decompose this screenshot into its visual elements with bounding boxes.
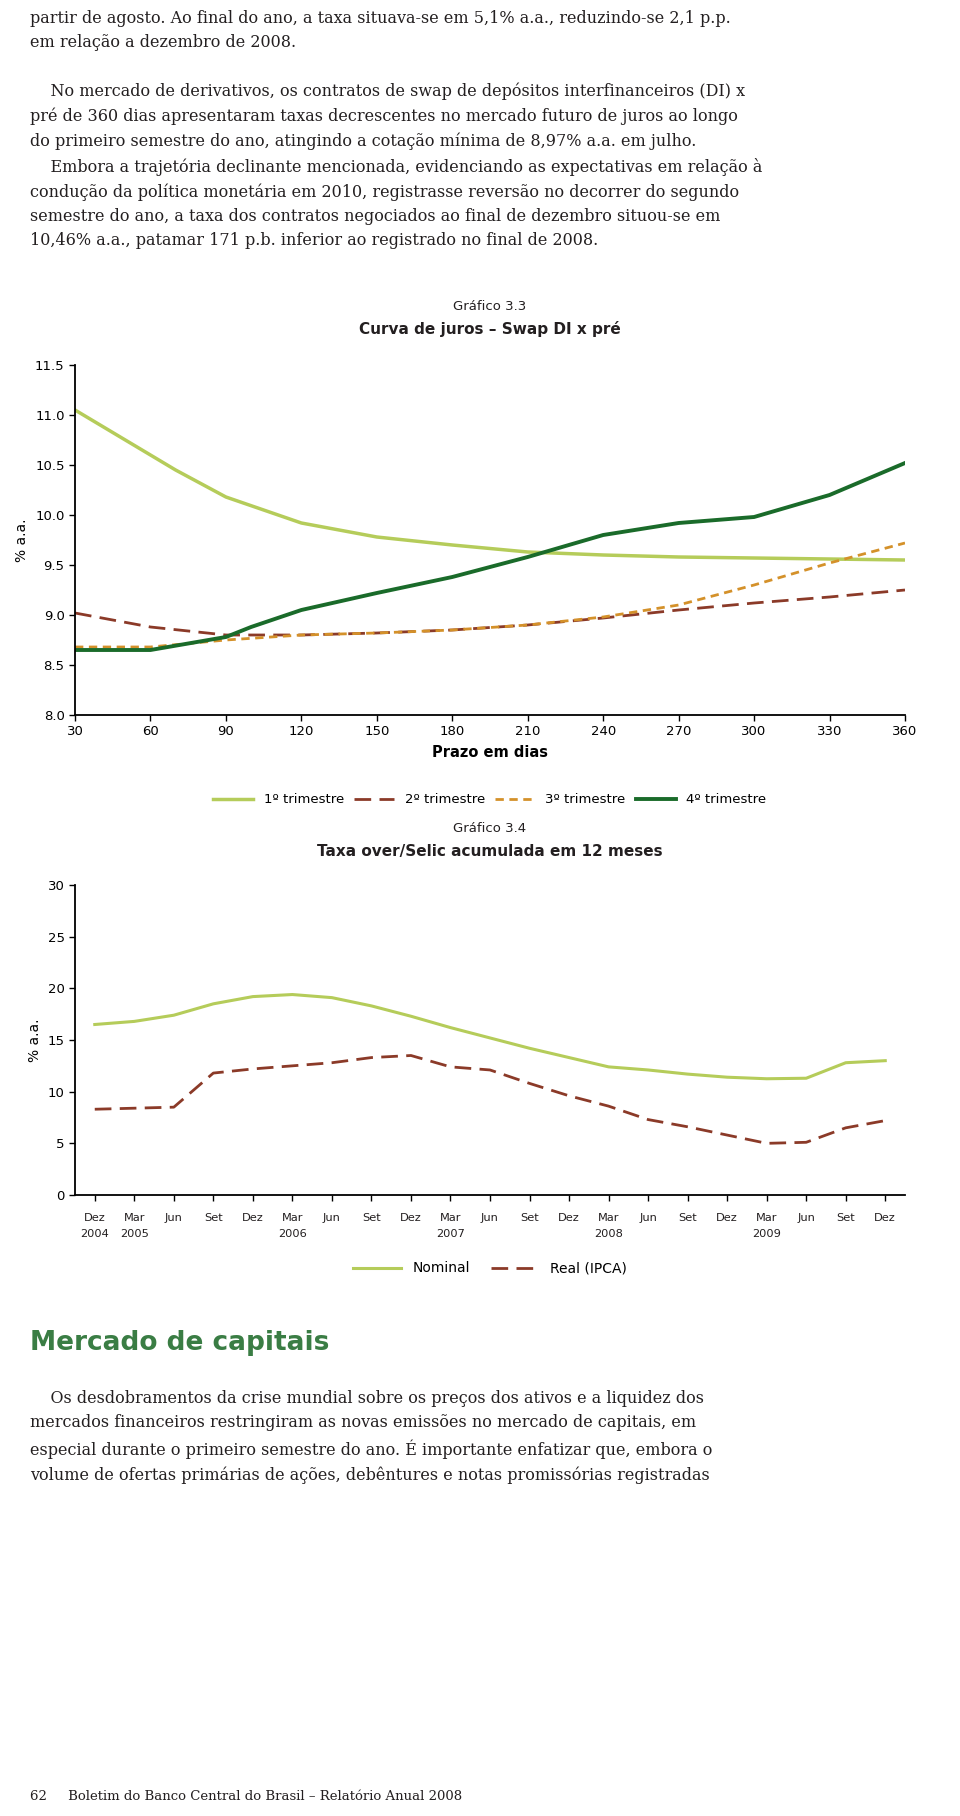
Text: Dez: Dez <box>558 1213 580 1222</box>
4º trimestre <box>749 507 760 528</box>
Text: 2006: 2006 <box>278 1229 307 1239</box>
1º trimestre <box>824 548 835 570</box>
1º trimestre <box>296 512 307 534</box>
Text: Jun: Jun <box>165 1213 182 1222</box>
Text: partir de agosto. Ao final do ano, a taxa situava-se em 5,1% a.a., reduzindo-se : partir de agosto. Ao final do ano, a tax… <box>30 11 762 249</box>
4º trimestre <box>145 639 156 661</box>
Text: Jun: Jun <box>639 1213 657 1222</box>
Legend: 1º trimestre, 2º trimestre, 3º trimestre, 4º trimestre: 1º trimestre, 2º trimestre, 3º trimestre… <box>213 794 766 806</box>
2º trimestre <box>673 599 684 621</box>
Text: Gráfico 3.3: Gráfico 3.3 <box>453 300 527 312</box>
4º trimestre <box>824 485 835 507</box>
Text: 2004: 2004 <box>81 1229 109 1239</box>
4º trimestre <box>296 599 307 621</box>
1º trimestre <box>597 545 609 567</box>
Text: Mar: Mar <box>756 1213 778 1222</box>
Text: Jun: Jun <box>481 1213 499 1222</box>
Text: Mar: Mar <box>598 1213 619 1222</box>
Y-axis label: % a.a.: % a.a. <box>15 518 30 561</box>
Line: 3º trimestre: 3º trimestre <box>75 543 905 646</box>
Text: 62     Boletim do Banco Central do Brasil – Relatório Anual 2008: 62 Boletim do Banco Central do Brasil – … <box>30 1791 462 1803</box>
3º trimestre <box>372 623 383 645</box>
Text: Gráfico 3.4: Gráfico 3.4 <box>453 823 527 835</box>
Text: Jun: Jun <box>797 1213 815 1222</box>
4º trimestre <box>246 616 257 637</box>
2º trimestre <box>220 625 231 646</box>
Legend: Nominal, Real (IPCA): Nominal, Real (IPCA) <box>348 1257 633 1280</box>
3º trimestre <box>522 614 534 636</box>
1º trimestre <box>120 429 132 450</box>
Text: Set: Set <box>204 1213 223 1222</box>
1º trimestre <box>69 400 81 421</box>
2º trimestre <box>145 616 156 637</box>
1º trimestre <box>900 548 911 570</box>
3º trimestre <box>900 532 911 554</box>
Line: 2º trimestre: 2º trimestre <box>75 590 905 636</box>
Text: Mar: Mar <box>124 1213 145 1222</box>
Text: 2009: 2009 <box>753 1229 781 1239</box>
3º trimestre <box>446 619 458 641</box>
Text: Taxa over/Selic acumulada em 12 meses: Taxa over/Selic acumulada em 12 meses <box>317 844 662 859</box>
4º trimestre <box>900 452 911 474</box>
Text: Set: Set <box>836 1213 855 1222</box>
2º trimestre <box>69 603 81 625</box>
1º trimestre <box>749 547 760 568</box>
3º trimestre <box>145 636 156 657</box>
4º trimestre <box>446 567 458 588</box>
4º trimestre <box>597 525 609 547</box>
3º trimestre <box>69 636 81 657</box>
4º trimestre <box>220 627 231 648</box>
Text: Mar: Mar <box>281 1213 303 1222</box>
1º trimestre <box>170 459 181 481</box>
Text: Set: Set <box>679 1213 697 1222</box>
Text: Dez: Dez <box>84 1213 106 1222</box>
Text: Set: Set <box>362 1213 381 1222</box>
3º trimestre <box>296 625 307 646</box>
1º trimestre <box>673 547 684 568</box>
2º trimestre <box>824 587 835 608</box>
3º trimestre <box>749 574 760 596</box>
2º trimestre <box>900 579 911 601</box>
3º trimestre <box>597 607 609 628</box>
1º trimestre <box>446 534 458 556</box>
2º trimestre <box>597 607 609 628</box>
1º trimestre <box>220 487 231 508</box>
3º trimestre <box>673 594 684 616</box>
2º trimestre <box>446 619 458 641</box>
2º trimestre <box>749 592 760 614</box>
3º trimestre <box>824 552 835 574</box>
Text: Jun: Jun <box>323 1213 341 1222</box>
Text: Dez: Dez <box>875 1213 896 1222</box>
Text: Set: Set <box>520 1213 539 1222</box>
X-axis label: Prazo em dias: Prazo em dias <box>432 745 548 761</box>
1º trimestre <box>372 527 383 548</box>
1º trimestre <box>522 541 534 563</box>
Text: Dez: Dez <box>716 1213 738 1222</box>
Text: 2007: 2007 <box>436 1229 465 1239</box>
3º trimestre <box>220 628 231 650</box>
2º trimestre <box>522 614 534 636</box>
Text: Dez: Dez <box>242 1213 264 1222</box>
4º trimestre <box>522 547 534 568</box>
Line: 1º trimestre: 1º trimestre <box>75 410 905 559</box>
Text: Curva de juros – Swap DI x pré: Curva de juros – Swap DI x pré <box>359 321 621 338</box>
4º trimestre <box>673 512 684 534</box>
4º trimestre <box>69 639 81 661</box>
2º trimestre <box>372 623 383 645</box>
4º trimestre <box>372 583 383 605</box>
Text: Dez: Dez <box>400 1213 421 1222</box>
Line: 4º trimestre: 4º trimestre <box>75 463 905 650</box>
Text: 2008: 2008 <box>594 1229 623 1239</box>
Text: Mercado de capitais: Mercado de capitais <box>30 1329 329 1357</box>
Text: Mar: Mar <box>440 1213 461 1222</box>
Text: 2005: 2005 <box>120 1229 149 1239</box>
2º trimestre <box>296 625 307 646</box>
Y-axis label: % a.a.: % a.a. <box>28 1019 42 1062</box>
Text: Os desdobramentos da crise mundial sobre os preços dos ativos e a liquidez dos
m: Os desdobramentos da crise mundial sobre… <box>30 1389 712 1484</box>
